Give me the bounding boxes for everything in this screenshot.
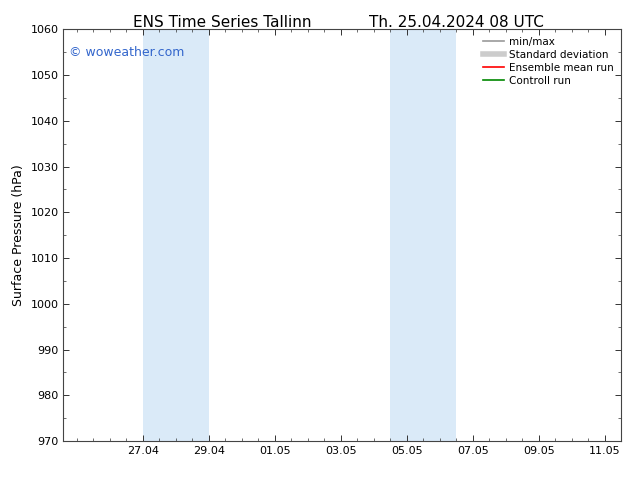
Bar — [143, 29, 209, 441]
Y-axis label: Surface Pressure (hPa): Surface Pressure (hPa) — [12, 164, 25, 306]
Text: ENS Time Series Tallinn: ENS Time Series Tallinn — [133, 15, 311, 30]
Text: © woweather.com: © woweather.com — [69, 46, 184, 59]
Legend: min/max, Standard deviation, Ensemble mean run, Controll run: min/max, Standard deviation, Ensemble me… — [479, 32, 618, 90]
Text: Th. 25.04.2024 08 UTC: Th. 25.04.2024 08 UTC — [369, 15, 544, 30]
Bar — [391, 29, 456, 441]
